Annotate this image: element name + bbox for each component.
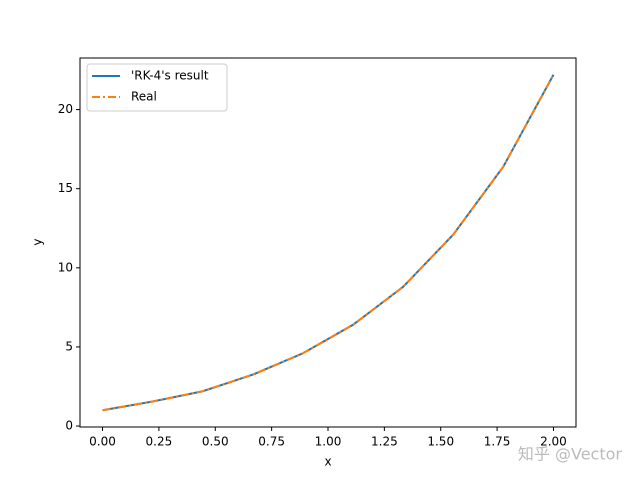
legend-box [86, 63, 228, 112]
y-axis-label: y [31, 238, 45, 245]
y-tick-label: 20 [58, 102, 73, 116]
x-tick-label: 1.75 [484, 435, 511, 449]
series-line [102, 74, 555, 412]
y-tick-label: 0 [65, 419, 73, 433]
x-tick-label: 0.50 [202, 435, 229, 449]
x-tick-label: 1.00 [315, 435, 342, 449]
y-tick-label: 15 [58, 181, 73, 195]
x-tick-label: 1.50 [427, 435, 454, 449]
legend-label: Real [131, 90, 157, 104]
y-tick-label: 5 [65, 339, 73, 353]
watermark: 知乎 @Vector [518, 445, 622, 464]
x-tick-label: 0.00 [89, 435, 116, 449]
x-tick-label: 1.25 [371, 435, 398, 449]
legend-label: 'RK-4's result [131, 69, 209, 83]
x-axis-label: x [324, 455, 331, 469]
y-tick-label: 10 [58, 260, 73, 274]
x-tick-label: 0.25 [146, 435, 173, 449]
x-tick-label: 0.75 [258, 435, 285, 449]
x-tick-label: 2.00 [540, 435, 567, 449]
axes-frame [79, 57, 577, 428]
series-line [102, 74, 555, 412]
